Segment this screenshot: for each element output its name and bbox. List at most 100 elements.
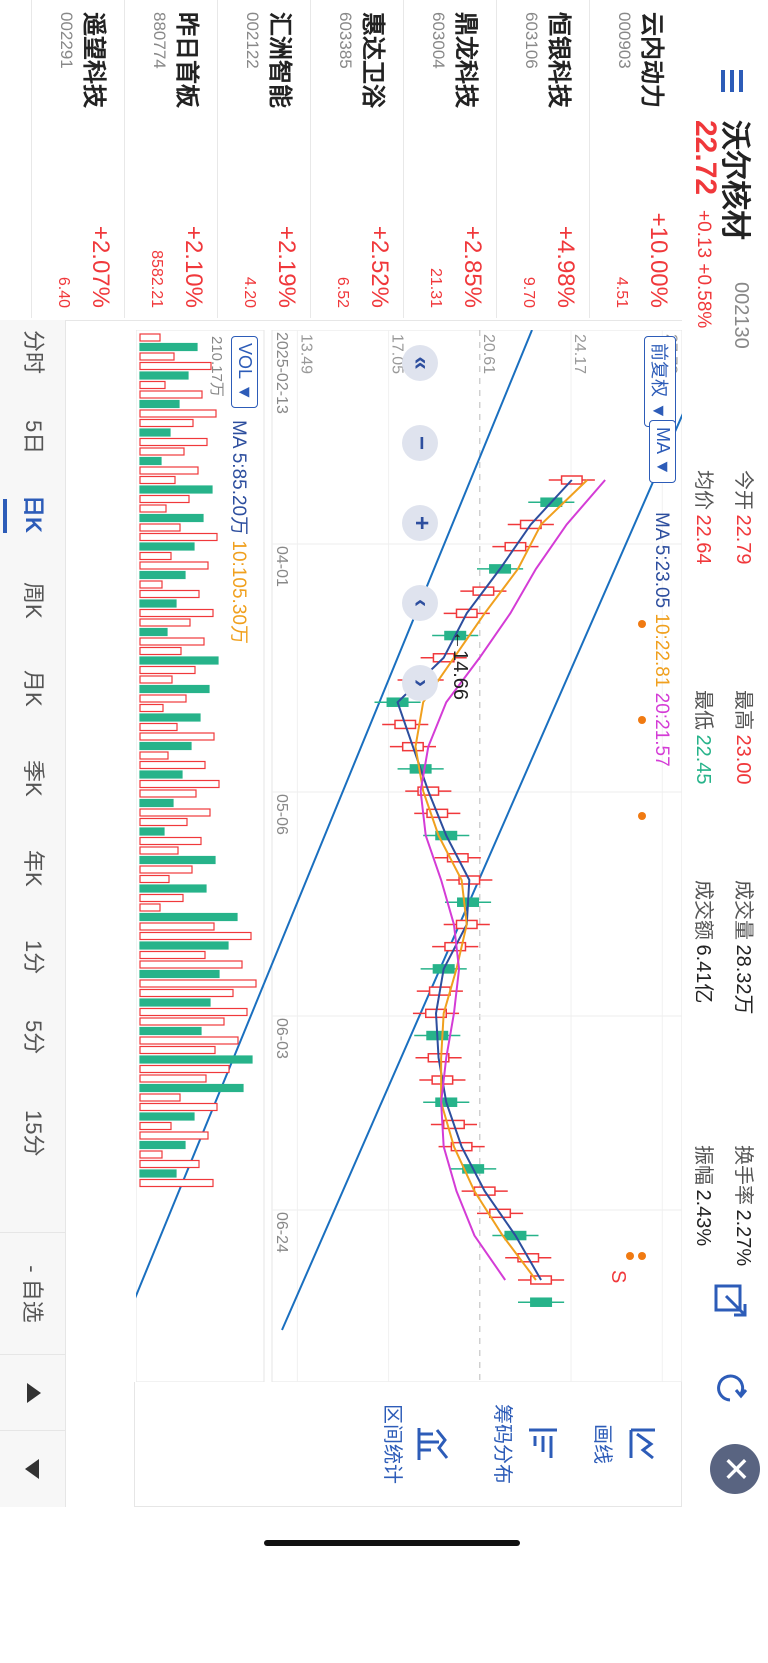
volume-bar xyxy=(139,504,167,513)
x-tick-label: 06-24 xyxy=(273,1212,290,1253)
zoom-out-button[interactable]: − xyxy=(402,425,438,461)
volume-bar xyxy=(139,513,204,523)
volume-bar xyxy=(139,836,202,846)
volume-bar xyxy=(139,741,192,751)
y-tick-label: 17.05 xyxy=(389,334,406,374)
vol-ma-legend: MA 5:85.20万 10:105.30万 xyxy=(228,420,249,644)
volume-bar xyxy=(139,456,162,466)
volume-bar xyxy=(139,390,203,399)
close-icon[interactable]: ✕ xyxy=(710,1444,760,1494)
fq-selector[interactable]: 前复权 ▼ xyxy=(644,336,676,427)
event-marker xyxy=(638,716,646,724)
volume-bar xyxy=(139,656,219,665)
tab-1[interactable]: 5日 xyxy=(21,420,46,455)
watchlist-name: 遥望科技 xyxy=(80,12,107,108)
event-marker xyxy=(638,620,646,628)
watchlist-pct: +4.98% xyxy=(552,225,579,308)
y-tick-label: 13.49 xyxy=(297,334,314,374)
volume-bar xyxy=(139,618,191,627)
prev-stock-button[interactable] xyxy=(0,1354,66,1431)
watchlist-item[interactable]: 云内动力 000903 +10.00% 4.51 xyxy=(589,0,682,318)
vol-selector[interactable]: VOL ▼ xyxy=(231,336,258,409)
quote-high: 最高 23.00 xyxy=(732,690,754,785)
watchlist-name: 惠达卫浴 xyxy=(359,12,386,108)
chip-distribution-tool[interactable]: 筹码分布 xyxy=(490,1382,561,1506)
tab-6[interactable]: 年K xyxy=(21,850,46,887)
x-tick-label: 05-06 xyxy=(273,794,290,835)
watchlist-price: 6.52 xyxy=(334,276,351,308)
volume-bar xyxy=(139,950,206,960)
tab-4[interactable]: 月K xyxy=(21,670,46,707)
volume-bar xyxy=(139,466,199,475)
volume-bar xyxy=(139,333,161,342)
volume-bar xyxy=(139,1017,225,1026)
quote-volume: 成交量 28.32万 xyxy=(732,880,754,1015)
kline-chart[interactable]: 27.7324.1720.6117.0513.492025-02-1304-01… xyxy=(121,329,703,1383)
scroll-left-button[interactable]: « xyxy=(402,345,438,381)
volume-bar xyxy=(139,817,188,827)
watchlist-pct: +2.52% xyxy=(366,225,393,308)
active-tab-indicator xyxy=(3,499,7,533)
tab-9[interactable]: 15分 xyxy=(21,1110,46,1157)
watchlist-price: 4.20 xyxy=(241,276,258,308)
tab-2[interactable]: 日K xyxy=(21,495,46,533)
watchlist-item[interactable]: 昨日首板 880774 +2.10% 8582.21 xyxy=(124,0,217,318)
watchlist-pct: +10.00% xyxy=(645,212,672,308)
y-tick-label: 24.17 xyxy=(571,334,588,374)
volume-bar xyxy=(139,874,170,884)
volume-bar xyxy=(139,684,210,694)
tab-5[interactable]: 季K xyxy=(21,760,46,797)
tab-0[interactable]: 分时 xyxy=(21,330,46,375)
volume-bar xyxy=(139,827,165,836)
watchlist-name: 恒银科技 xyxy=(545,12,572,108)
volume-bar xyxy=(139,1121,172,1131)
draw-line-tool[interactable]: 画线 xyxy=(590,1382,661,1506)
watchlist-code: 880774 xyxy=(150,12,169,69)
watchlist-item[interactable]: 鼎龙科技 603004 +2.85% 21.31 xyxy=(403,0,496,318)
share-icon[interactable] xyxy=(710,1280,750,1320)
watchlist-pct: +2.19% xyxy=(273,225,300,308)
volume-bar xyxy=(139,675,173,684)
add-watchlist-button[interactable]: - 自选 xyxy=(0,1232,66,1355)
ma-line-ma20 xyxy=(419,479,606,1281)
next-button[interactable]: › xyxy=(402,665,438,701)
watchlist-price: 4.51 xyxy=(613,276,630,308)
volume-bar xyxy=(139,380,166,390)
tab-8[interactable]: 5分 xyxy=(21,1020,46,1055)
volume-bar xyxy=(139,371,189,380)
low-annotation: ←14.66 xyxy=(449,630,471,700)
volume-bar xyxy=(139,342,198,352)
watchlist-item[interactable]: 惠达卫浴 603385 +2.52% 6.52 xyxy=(310,0,403,318)
watchlist-item[interactable]: 遥望科技 002291 +2.07% 6.40 xyxy=(31,0,124,318)
volume-bar xyxy=(139,570,186,580)
prev-button[interactable]: ‹ xyxy=(402,585,438,621)
volume-bar xyxy=(139,846,179,855)
ma-selector[interactable]: MA ▼ xyxy=(649,420,676,483)
main-panel xyxy=(271,329,683,1383)
next-stock-button[interactable] xyxy=(0,1430,66,1507)
x-tick-label: 2025-02-13 xyxy=(273,332,290,414)
watchlist-code: 603004 xyxy=(429,12,448,69)
zoom-in-button[interactable]: + xyxy=(402,505,438,541)
menu-icon[interactable] xyxy=(712,70,748,106)
volume-bar xyxy=(139,760,206,770)
signal-annotation: S xyxy=(607,1270,629,1283)
volume-bar xyxy=(139,599,177,608)
ma-line-ma10 xyxy=(414,479,588,1281)
watchlist-item[interactable]: 汇洲智能 002122 +2.19% 4.20 xyxy=(217,0,310,318)
range-stats-icon xyxy=(417,1428,449,1460)
range-stats-tool[interactable]: 区间统计 xyxy=(380,1382,451,1506)
refresh-icon[interactable] xyxy=(710,1368,750,1408)
volume-bar xyxy=(139,437,208,447)
tool-panel: 画线 筹码分布 区间统计 xyxy=(134,1382,682,1507)
volume-bar xyxy=(139,1036,239,1045)
volume-bar xyxy=(139,770,183,779)
watchlist-item[interactable]: 恒银科技 603106 +4.98% 9.70 xyxy=(496,0,589,318)
tab-3[interactable]: 周K xyxy=(21,582,46,619)
tab-7[interactable]: 1分 xyxy=(21,940,46,975)
volume-bar xyxy=(139,884,207,893)
volume-bar xyxy=(139,485,213,494)
volume-bar xyxy=(139,751,169,760)
x-tick-label: 06-03 xyxy=(273,1018,290,1059)
volume-bar xyxy=(139,931,252,941)
